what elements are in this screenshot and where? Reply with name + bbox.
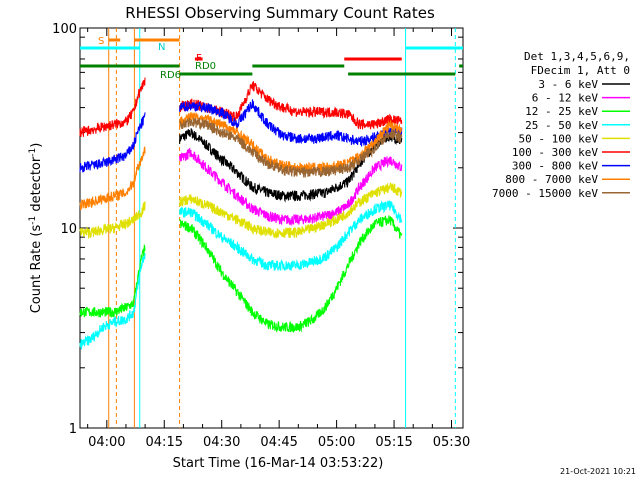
annotation-rd6: RD6 <box>160 70 181 81</box>
data-series <box>79 77 403 350</box>
legend-label: 800 - 7000 keV <box>505 173 598 186</box>
x-tick-label: 05:15 <box>375 435 412 450</box>
series-line <box>79 112 403 211</box>
y-tick-label: 10 <box>60 222 77 237</box>
legend-label: 12 - 25 keV <box>525 105 598 118</box>
x-tick-label: 04:00 <box>88 435 125 450</box>
timestamp: 21-Oct-2021 10:21 <box>560 467 636 476</box>
event-markers <box>108 28 456 428</box>
x-tick-label: 04:15 <box>146 435 183 450</box>
x-tick-label: 04:45 <box>260 435 297 450</box>
legend-label: 6 - 12 keV <box>532 92 599 105</box>
legend-label: 7000 - 15000 keV <box>492 187 598 200</box>
annotation-rd0: RD0 <box>195 61 216 72</box>
y-tick-label: 1 <box>69 422 77 437</box>
x-tick-label: 05:30 <box>433 435 470 450</box>
legend-label: 50 - 100 keV <box>519 132 599 145</box>
legend-label: 100 - 300 keV <box>512 146 598 159</box>
chart-title: RHESSI Observing Summary Count Rates <box>125 4 435 22</box>
legend-label: 25 - 50 keV <box>525 119 598 132</box>
legend-header-1: Det 1,3,4,5,6,9, <box>524 50 630 63</box>
series-line <box>79 200 403 350</box>
x-tick-label: 05:00 <box>318 435 355 450</box>
legend-label: 3 - 6 keV <box>538 78 598 91</box>
legend-label: 300 - 800 keV <box>512 160 598 173</box>
y-axis-label: Count Rate (s-1 detector-1) <box>28 143 44 314</box>
series-line <box>79 77 403 137</box>
axis-ticks: 04:00 04:15 04:30 04:45 05:00 05:15 05:30 1 10 10… <box>52 22 470 450</box>
annotation-f: F <box>196 53 202 64</box>
annotation-s: S <box>98 36 104 47</box>
y-tick-label: 100 <box>52 22 77 37</box>
series-line <box>79 99 403 173</box>
legend-header-2: FDecim 1, Att 0 <box>531 64 630 77</box>
annotation-n: N <box>158 42 165 53</box>
series-line <box>79 215 403 333</box>
status-flags <box>80 38 463 76</box>
x-tick-label: 04:30 <box>203 435 240 450</box>
series-line <box>179 117 403 178</box>
series-line <box>179 147 403 227</box>
x-axis-label: Start Time (16-Mar-14 03:53:22) <box>173 456 384 471</box>
series-line <box>79 181 403 240</box>
